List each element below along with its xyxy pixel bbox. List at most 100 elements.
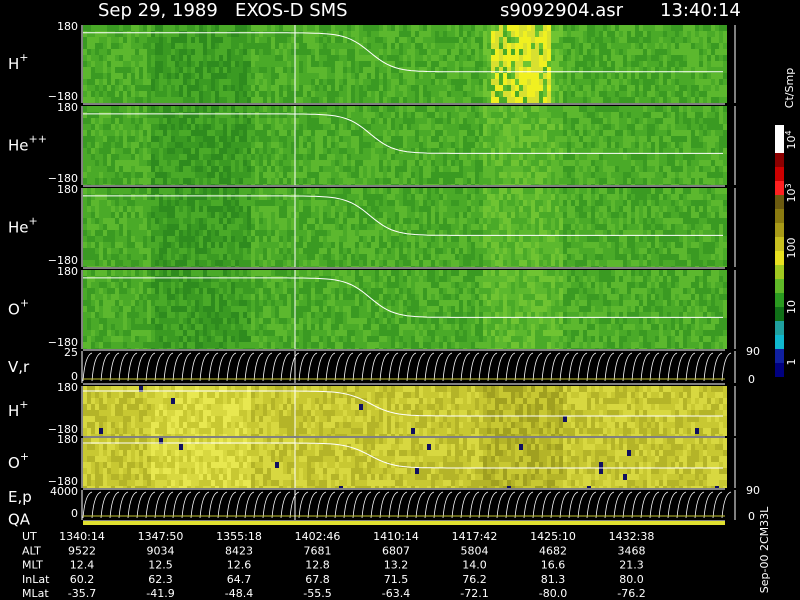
spectrogram-cell (219, 49, 223, 55)
spectrogram-cell (447, 166, 451, 172)
spectrogram-cell (635, 154, 639, 160)
spectrogram-cell (231, 142, 235, 148)
spectrogram-cell (631, 73, 635, 79)
spectrogram-cell (499, 37, 503, 43)
spectrogram-cell (403, 106, 407, 112)
spectrogram-cell (719, 124, 723, 130)
spectrogram-cell (311, 124, 315, 130)
spectrogram-cell (215, 136, 219, 142)
spectrogram-cell (259, 212, 263, 218)
spectrogram-cell (699, 31, 703, 37)
spectrogram-cell (463, 142, 467, 148)
spectrogram-cell (683, 25, 687, 31)
spectrogram-cell (459, 106, 463, 112)
spectrogram-cell (215, 218, 219, 224)
spectrogram-cell (167, 85, 171, 91)
spectrogram-cell (419, 79, 423, 85)
spectrogram-cell (307, 31, 311, 37)
spectrogram-cell (143, 97, 147, 103)
spectrogram-cell (719, 106, 723, 112)
spectrogram-cell (587, 184, 591, 185)
spectrogram-cell (639, 97, 643, 103)
spectrogram-cell (383, 91, 387, 97)
spectrogram-cell (147, 136, 151, 142)
spectrogram-cell (139, 218, 143, 224)
spectrogram-cell (91, 124, 95, 130)
spectrogram-cell (295, 136, 299, 142)
spectrogram-cell (195, 194, 199, 200)
spectrogram-cell (427, 106, 431, 112)
spectrogram-cell (131, 148, 135, 154)
spectrogram-cell (435, 172, 439, 178)
spectrogram-cell (155, 97, 159, 103)
spectrogram-cell (175, 248, 179, 254)
spectrogram-cell (571, 130, 575, 136)
spectrogram-cell (723, 160, 727, 166)
spectrogram-cell (423, 37, 427, 43)
spectrogram-cell (127, 118, 131, 124)
spectrogram-cell (323, 97, 327, 103)
spectrogram-cell (203, 254, 207, 260)
spectrogram-cell (95, 25, 99, 31)
spectrogram-cell (383, 184, 387, 185)
spectrogram-cell (371, 148, 375, 154)
spectrogram-cell (535, 79, 539, 85)
spectrogram-cell (223, 85, 227, 91)
spectrogram-cell (195, 49, 199, 55)
spectrogram-cell (231, 224, 235, 230)
spectrogram-cell (607, 61, 611, 67)
spectrogram-cell (643, 67, 647, 73)
spectrogram-cell (163, 85, 167, 91)
spectrogram-cell (87, 91, 91, 97)
spectrogram-cell (223, 31, 227, 37)
spectrogram-cell (127, 43, 131, 49)
spectrogram-cell (547, 112, 551, 118)
spectrogram-cell (603, 31, 607, 37)
spectrogram-cell (115, 112, 119, 118)
spectrogram-cell (339, 148, 343, 154)
spectrogram-cell (439, 79, 443, 85)
spectrogram-cell (147, 31, 151, 37)
spectrogram-cell (123, 73, 127, 79)
spectrogram-cell (583, 178, 587, 184)
spectrogram-cell (623, 148, 627, 154)
spectrogram-cell (443, 55, 447, 61)
spectrogram-cell (103, 160, 107, 166)
spectrogram-cell (211, 236, 215, 242)
spectrogram-cell (247, 194, 251, 200)
spectrogram-cell (411, 130, 415, 136)
spectrogram-cell (635, 91, 639, 97)
spectrogram-cell (183, 112, 187, 118)
spectrogram-cell (595, 61, 599, 67)
spectrogram-cell (447, 124, 451, 130)
spectrogram-cell (91, 206, 95, 212)
spectrogram-cell (503, 97, 507, 103)
spectrogram-cell (107, 43, 111, 49)
spectrogram-cell (119, 91, 123, 97)
spectrogram-cell (651, 91, 655, 97)
spectrogram-cell (555, 25, 559, 31)
spectrogram-cell (403, 37, 407, 43)
spectrogram-cell (275, 136, 279, 142)
spectrogram-cell (435, 85, 439, 91)
spectrogram-cell (583, 130, 587, 136)
spectrogram-cell (347, 142, 351, 148)
spectrogram-cell (263, 67, 267, 73)
spectrogram-cell (259, 91, 263, 97)
spectrogram-cell (319, 49, 323, 55)
spectrogram-cell (115, 67, 119, 73)
spectrogram-cell (331, 136, 335, 142)
spectrogram-cell (607, 166, 611, 172)
spectrogram-cell (227, 266, 231, 267)
spectrogram-cell (315, 148, 319, 154)
spectrogram-cell (659, 178, 663, 184)
spectrogram-cell (171, 31, 175, 37)
spectrogram-cell (443, 49, 447, 55)
spectrogram-cell (427, 97, 431, 103)
spectrogram-cell (163, 148, 167, 154)
spectrogram-cell (135, 154, 139, 160)
spectrogram-cell (571, 43, 575, 49)
spectrogram-cell (311, 37, 315, 43)
spectrogram-cell (343, 79, 347, 85)
spectrogram-cell (499, 184, 503, 185)
